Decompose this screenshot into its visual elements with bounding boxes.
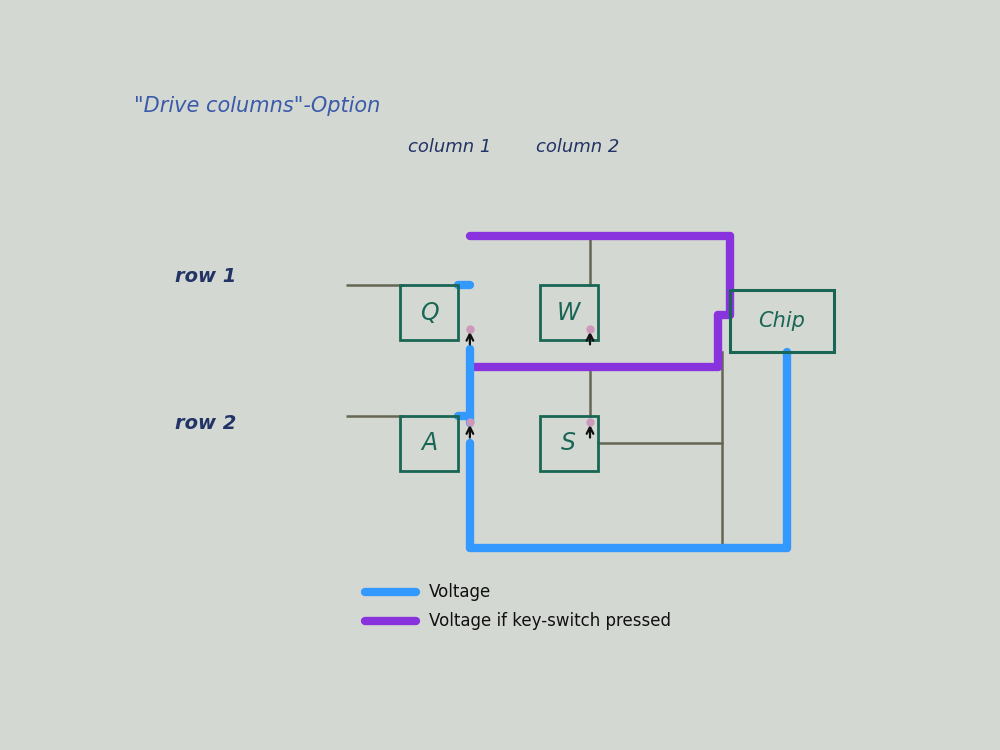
Text: column 2: column 2 (536, 137, 619, 155)
Text: "Drive columns"-Option: "Drive columns"-Option (134, 95, 381, 116)
Bar (400, 416, 458, 471)
Text: Voltage: Voltage (429, 583, 491, 601)
Text: Q: Q (420, 301, 438, 325)
Text: row 2: row 2 (175, 414, 237, 433)
Bar (400, 285, 458, 340)
Text: S: S (561, 431, 576, 455)
Bar (730, 290, 834, 352)
Bar (540, 416, 598, 471)
Text: row 1: row 1 (175, 268, 237, 286)
Bar (540, 285, 598, 340)
Text: column 1: column 1 (408, 137, 491, 155)
Text: A: A (421, 431, 437, 455)
Text: Voltage if key-switch pressed: Voltage if key-switch pressed (429, 612, 671, 630)
Text: Chip: Chip (758, 311, 805, 331)
Text: W: W (557, 301, 580, 325)
